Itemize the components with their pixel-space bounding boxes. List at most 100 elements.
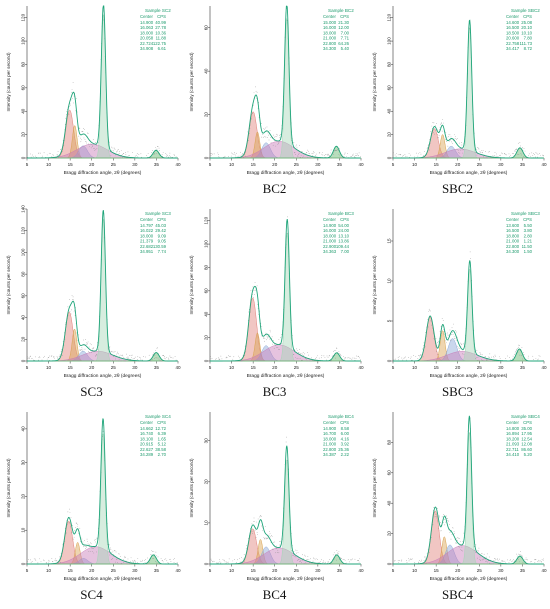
data-point <box>30 561 32 563</box>
data-point <box>93 552 95 554</box>
legend-cps-value: 11.88 <box>156 36 167 41</box>
data-point <box>535 559 536 561</box>
data-point <box>234 153 236 155</box>
x-tick-label: 10 <box>412 365 418 370</box>
data-point <box>131 354 133 356</box>
data-point <box>265 136 267 138</box>
data-point <box>326 359 327 361</box>
data-point <box>88 550 89 552</box>
data-point <box>267 132 269 134</box>
data-point <box>238 355 239 357</box>
data-point <box>521 154 522 156</box>
data-point <box>160 557 162 559</box>
x-tick-label: 35 <box>154 162 160 167</box>
chart-panel-bc3: 5 10 15 20 25 30 35 40 0 20 40 60 80 100 120 Bragg diff… <box>183 203 366 406</box>
data-point <box>434 512 435 513</box>
data-point <box>252 286 254 288</box>
data-point <box>111 146 112 148</box>
data-point <box>256 91 258 93</box>
data-point <box>398 562 400 564</box>
data-point <box>269 531 270 532</box>
data-point <box>218 559 220 561</box>
data-point <box>394 154 396 156</box>
data-point <box>121 563 123 565</box>
legend-center-value: 15.000 <box>323 20 337 25</box>
data-point <box>315 563 316 565</box>
data-point <box>423 155 424 156</box>
data-point <box>157 347 158 349</box>
data-point <box>43 357 44 358</box>
data-point <box>419 355 421 356</box>
legend-center-value: 34.289 <box>140 452 154 457</box>
data-point <box>121 354 123 356</box>
data-point <box>357 356 359 357</box>
data-point <box>235 156 237 158</box>
data-point <box>33 359 35 361</box>
data-point <box>140 560 141 562</box>
data-point <box>323 561 325 563</box>
data-point <box>108 141 110 143</box>
data-point <box>445 141 447 142</box>
legend-center-value: 22.800 <box>323 447 337 452</box>
legend-center-value: 16.894 <box>506 431 520 436</box>
data-point <box>510 359 511 361</box>
data-point <box>119 354 121 356</box>
data-point <box>392 152 394 154</box>
data-point <box>486 359 488 361</box>
data-point <box>240 155 242 157</box>
data-point <box>397 357 399 358</box>
data-point <box>73 299 74 301</box>
data-point <box>484 356 486 358</box>
data-point <box>273 140 275 141</box>
data-point <box>439 330 441 332</box>
data-point <box>515 149 517 151</box>
data-point <box>251 118 252 120</box>
data-point <box>532 355 534 357</box>
data-point <box>432 127 433 129</box>
data-point <box>159 360 160 362</box>
data-point <box>468 432 470 434</box>
data-point <box>113 351 115 353</box>
data-point <box>240 151 241 153</box>
data-point <box>42 155 43 157</box>
data-point <box>452 334 454 335</box>
data-point <box>476 350 478 352</box>
data-point <box>342 360 343 362</box>
data-point <box>137 356 139 358</box>
data-point <box>83 546 84 548</box>
legend-center-value: 21.379 <box>140 239 154 244</box>
data-point <box>444 524 446 526</box>
data-point <box>132 560 133 562</box>
x-tick-label: 20 <box>89 568 95 573</box>
data-point <box>71 532 72 534</box>
data-point <box>420 355 422 356</box>
data-point <box>96 537 98 539</box>
data-point <box>350 156 352 157</box>
data-point <box>462 550 463 552</box>
y-tick-label: 60 <box>21 85 26 91</box>
legend-center-value: 22.758 <box>506 41 520 46</box>
data-point <box>315 358 316 360</box>
data-point <box>60 553 62 554</box>
data-point <box>348 561 350 563</box>
data-point <box>94 150 96 151</box>
data-point <box>477 147 478 148</box>
data-point <box>514 352 516 354</box>
data-point <box>537 153 539 155</box>
data-point <box>81 538 83 540</box>
data-point <box>335 347 337 349</box>
data-point <box>134 356 136 358</box>
data-point <box>451 327 453 329</box>
data-point <box>310 157 312 159</box>
data-point <box>499 358 501 359</box>
data-point <box>148 562 150 564</box>
data-point <box>272 343 273 345</box>
data-point <box>296 357 298 359</box>
data-point <box>317 355 319 357</box>
data-point <box>272 340 274 341</box>
data-point <box>286 20 288 21</box>
data-point <box>537 561 538 563</box>
data-point <box>281 343 283 344</box>
data-point <box>320 559 322 561</box>
